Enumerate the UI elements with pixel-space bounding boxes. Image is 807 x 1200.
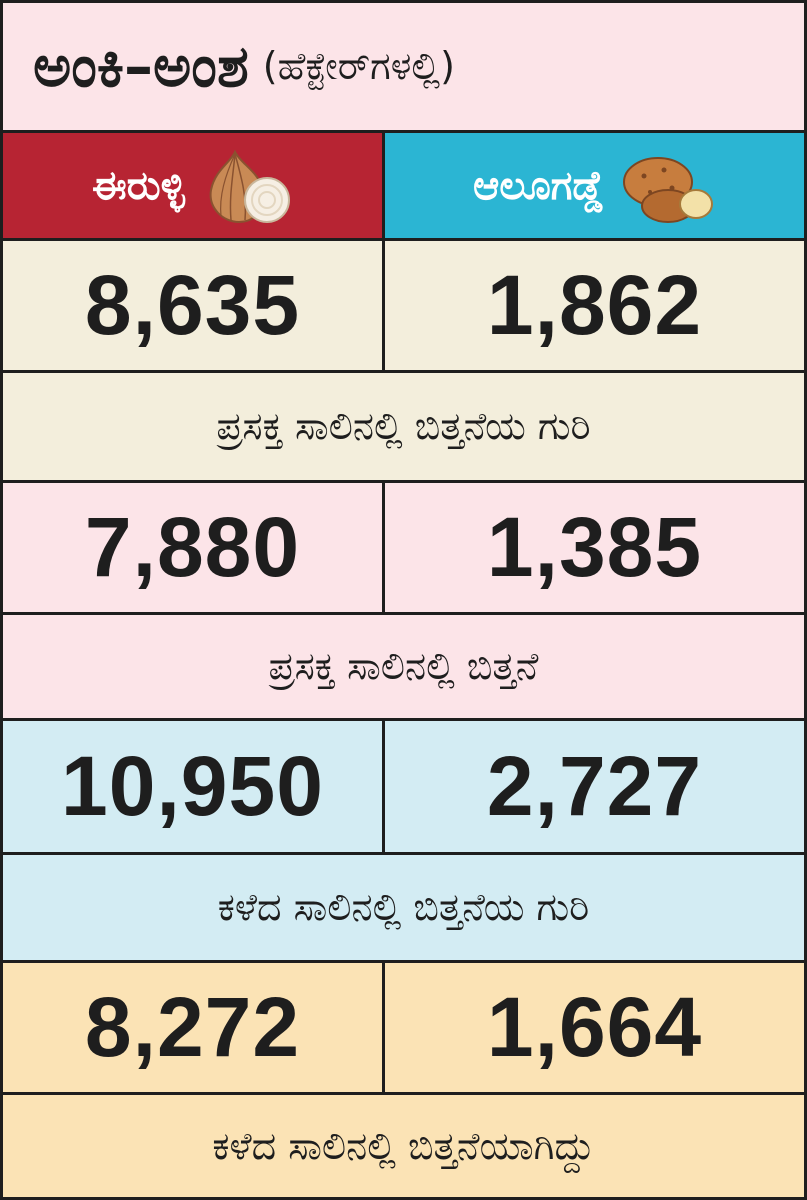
table-row: 7,880 1,385 xyxy=(3,483,804,612)
row-caption: ಪ್ರಸಕ್ತ ಸಾಲಿನಲ್ಲಿ ಬಿತ್ತನೆಯ ಗುರಿ xyxy=(3,373,804,480)
potato-value: 1,862 xyxy=(486,258,703,352)
value-cell-potato: 1,664 xyxy=(385,963,804,1092)
caption-text: ಪ್ರಸಕ್ತ ಸಾಲಿನಲ್ಲಿ ಬಿತ್ತನೆಯ ಗುರಿ xyxy=(216,404,591,448)
caption-text: ಪ್ರಸಕ್ತ ಸಾಲಿನಲ್ಲಿ ಬಿತ್ತನೆ xyxy=(268,644,539,688)
title-row: ಅಂಕಿ–ಅಂಶ (ಹೆಕ್ಟೇರ್‌ಗಳಲ್ಲಿ) xyxy=(3,3,804,130)
potato-icon xyxy=(623,156,714,223)
potato-value: 2,727 xyxy=(486,739,703,833)
value-cell-onion: 8,635 xyxy=(3,241,382,370)
column-header-row: ಈರುಳ್ಳಿ ಆಲೂಗಡ್ಡೆ xyxy=(3,133,804,238)
onion-value: 8,635 xyxy=(84,258,301,352)
onion-icon xyxy=(209,149,290,223)
unit-label: (ಹೆಕ್ಟೇರ್‌ಗಳಲ್ಲಿ) xyxy=(262,44,455,88)
column-label-potato: ಆಲೂಗಡ್ಡೆ xyxy=(472,162,605,209)
column-label-onion: ಈರುಳ್ಳಿ xyxy=(92,162,185,209)
value-cell-onion: 8,272 xyxy=(3,963,382,1092)
caption-cell: ಕಳೆದ ಸಾಲಿನಲ್ಲಿ ಬಿತ್ತನೆಯಾಗಿದ್ದು xyxy=(3,1095,804,1197)
caption-cell: ಪ್ರಸಕ್ತ ಸಾಲಿನಲ್ಲಿ ಬಿತ್ತನೆ xyxy=(3,615,804,718)
value-cell-potato: 2,727 xyxy=(385,721,804,852)
column-header-onion: ಈರುಳ್ಳಿ xyxy=(3,133,382,238)
value-cell-potato: 1,862 xyxy=(385,241,804,370)
row-caption: ಪ್ರಸಕ್ತ ಸಾಲಿನಲ್ಲಿ ಬಿತ್ತನೆ xyxy=(3,615,804,718)
row-caption: ಕಳೆದ ಸಾಲಿನಲ್ಲಿ ಬಿತ್ತನೆಯಾಗಿದ್ದು xyxy=(3,1095,804,1197)
table-row: 8,635 1,862 xyxy=(3,241,804,370)
value-cell-potato: 1,385 xyxy=(385,483,804,612)
page-title: ಅಂಕಿ–ಅಂಶ xyxy=(33,32,249,100)
onion-value: 8,272 xyxy=(84,980,301,1074)
potato-value: 1,385 xyxy=(486,500,703,594)
value-cell-onion: 7,880 xyxy=(3,483,382,612)
potato-value: 1,664 xyxy=(486,980,703,1074)
caption-cell: ಕಳೆದ ಸಾಲಿನಲ್ಲಿ ಬಿತ್ತನೆಯ ಗುರಿ xyxy=(3,855,804,960)
column-header-potato: ಆಲೂಗಡ್ಡೆ xyxy=(385,133,804,238)
onion-value: 10,950 xyxy=(61,739,324,833)
row-caption: ಕಳೆದ ಸಾಲಿನಲ್ಲಿ ಬಿತ್ತನೆಯ ಗುರಿ xyxy=(3,855,804,960)
table-row: 8,272 1,664 xyxy=(3,963,804,1092)
caption-text: ಕಳೆದ ಸಾಲಿನಲ್ಲಿ ಬಿತ್ತನೆಯಾಗಿದ್ದು xyxy=(212,1123,595,1168)
onion-value: 7,880 xyxy=(84,500,301,594)
table-row: 10,950 2,727 xyxy=(3,721,804,852)
caption-cell: ಪ್ರಸಕ್ತ ಸಾಲಿನಲ್ಲಿ ಬಿತ್ತನೆಯ ಗುರಿ xyxy=(3,373,804,480)
caption-text: ಕಳೆದ ಸಾಲಿನಲ್ಲಿ ಬಿತ್ತನೆಯ ಗುರಿ xyxy=(217,885,590,929)
value-cell-onion: 10,950 xyxy=(3,721,382,852)
